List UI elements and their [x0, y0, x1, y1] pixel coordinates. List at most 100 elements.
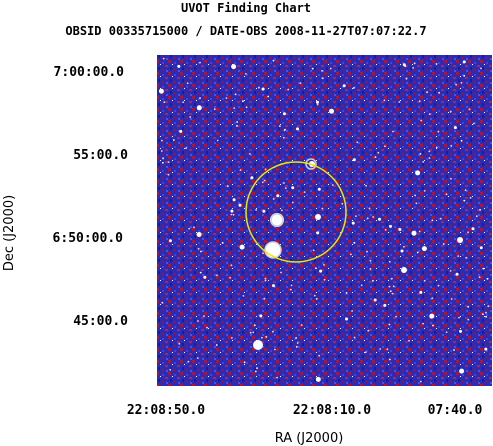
star — [486, 277, 489, 280]
star — [422, 161, 425, 163]
star — [229, 276, 232, 279]
star — [256, 367, 258, 369]
star — [291, 186, 295, 190]
star — [415, 170, 421, 176]
star — [392, 130, 394, 133]
star — [311, 67, 314, 70]
star — [479, 209, 481, 211]
star — [323, 264, 325, 266]
star — [283, 129, 286, 132]
star — [193, 226, 195, 229]
star — [316, 103, 319, 106]
star — [341, 202, 344, 205]
star — [450, 177, 452, 180]
star — [272, 198, 275, 200]
star — [312, 249, 315, 252]
star — [459, 329, 462, 333]
star — [418, 230, 421, 233]
star — [369, 259, 372, 262]
y-tick-label: 6:50:00.0 — [53, 231, 124, 246]
star — [378, 217, 381, 221]
star — [390, 277, 393, 280]
star — [364, 351, 367, 354]
error-circle — [245, 161, 347, 263]
star — [465, 256, 468, 259]
star — [187, 360, 190, 363]
star — [160, 150, 163, 152]
star — [316, 100, 319, 104]
star — [161, 301, 164, 304]
star — [178, 342, 181, 345]
star — [284, 187, 287, 190]
star — [196, 105, 202, 111]
y-tick-label: 7:00:00.0 — [54, 65, 125, 80]
source-marker — [270, 213, 284, 227]
star — [350, 253, 352, 256]
star — [261, 181, 264, 184]
star — [331, 184, 334, 186]
star — [216, 274, 218, 277]
star — [239, 244, 245, 250]
star — [356, 141, 359, 144]
star — [372, 216, 375, 218]
star — [299, 82, 302, 84]
star — [253, 324, 256, 327]
sky-image — [157, 55, 492, 386]
star — [261, 87, 265, 91]
x-tick-label: 07:40.0 — [428, 403, 483, 418]
star — [460, 139, 463, 142]
star — [437, 284, 440, 287]
star — [463, 74, 466, 77]
star — [445, 193, 448, 196]
star — [197, 247, 200, 250]
star — [168, 239, 172, 243]
star — [353, 336, 356, 339]
star — [295, 337, 297, 339]
star — [482, 267, 485, 270]
star — [435, 63, 438, 65]
star — [199, 97, 201, 99]
star — [231, 64, 237, 70]
star — [215, 344, 218, 346]
star — [265, 336, 268, 338]
bright-star — [401, 267, 407, 273]
star — [439, 217, 442, 220]
star — [203, 275, 207, 279]
star — [355, 215, 357, 218]
star — [455, 272, 459, 276]
star — [395, 315, 397, 318]
star — [264, 279, 267, 282]
star — [290, 284, 293, 287]
x-axis-label: RA (J2000) — [275, 431, 344, 446]
star — [487, 305, 490, 308]
star — [351, 221, 355, 225]
star — [248, 153, 251, 155]
star — [278, 125, 281, 128]
star — [426, 91, 428, 93]
star — [281, 209, 283, 212]
star — [291, 201, 294, 204]
star — [438, 91, 440, 94]
star — [272, 284, 275, 288]
star — [263, 179, 266, 182]
star — [280, 271, 282, 274]
star — [232, 213, 235, 216]
star — [239, 169, 242, 172]
y-tick-label: 45:00.0 — [73, 314, 128, 329]
bright-star — [457, 237, 463, 243]
star — [414, 194, 417, 197]
star — [196, 232, 202, 237]
star — [179, 129, 183, 133]
star — [274, 348, 276, 351]
star — [459, 368, 465, 374]
star — [203, 315, 205, 317]
star — [296, 127, 299, 131]
star — [186, 82, 189, 85]
star — [199, 271, 202, 274]
star — [460, 82, 463, 84]
star — [445, 331, 448, 334]
star — [234, 93, 237, 96]
star — [374, 156, 377, 159]
star — [388, 358, 391, 361]
star — [467, 318, 470, 321]
